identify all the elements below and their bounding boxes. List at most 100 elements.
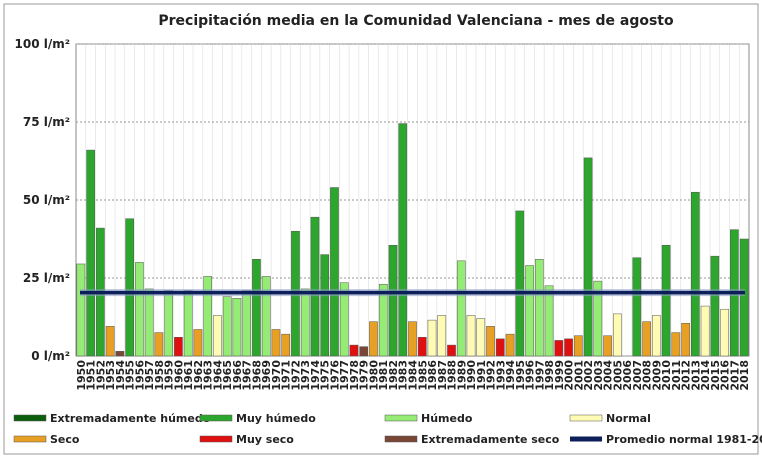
bar bbox=[417, 337, 427, 357]
legend-swatch bbox=[384, 414, 418, 422]
legend-label: Normal bbox=[606, 412, 651, 425]
x-tick-label: 2007 bbox=[631, 360, 644, 391]
bar bbox=[554, 340, 564, 357]
x-tick-label: 1983 bbox=[397, 360, 410, 391]
x-tick-label: 1975 bbox=[319, 360, 332, 391]
bar bbox=[700, 305, 710, 357]
legend-swatch bbox=[13, 414, 47, 422]
x-tick-label: 1993 bbox=[494, 360, 507, 391]
x-tick-label: 1987 bbox=[436, 360, 449, 391]
x-tick-label: 1995 bbox=[514, 360, 527, 391]
x-tick-label: 1950 bbox=[75, 360, 88, 391]
bar bbox=[213, 315, 222, 357]
bar bbox=[661, 244, 671, 357]
bar bbox=[105, 326, 115, 357]
x-tick-label: 1951 bbox=[85, 360, 98, 391]
bar bbox=[271, 329, 281, 357]
x-tick-label: 1984 bbox=[407, 360, 420, 391]
x-tick-label: 1980 bbox=[367, 360, 380, 391]
bar bbox=[739, 238, 749, 357]
x-tick-label: 1962 bbox=[192, 360, 205, 391]
bar bbox=[388, 244, 398, 357]
x-tick-label: 1959 bbox=[163, 360, 176, 391]
x-tick-label: 1956 bbox=[133, 360, 146, 391]
bar bbox=[154, 332, 164, 357]
bar bbox=[300, 288, 310, 357]
x-tick-label: 1998 bbox=[543, 360, 556, 391]
bar bbox=[339, 282, 349, 357]
bar bbox=[466, 315, 476, 357]
x-tick-label: 1992 bbox=[485, 360, 498, 391]
x-tick-label: 2003 bbox=[592, 360, 605, 391]
x-tick-label: 2002 bbox=[582, 360, 595, 391]
bar bbox=[349, 344, 359, 357]
x-tick-label: 1968 bbox=[250, 360, 263, 391]
legend-label: Muy húmedo bbox=[236, 412, 316, 425]
bar bbox=[564, 338, 573, 357]
x-tick-label: 1985 bbox=[416, 360, 429, 391]
legend-swatch bbox=[384, 435, 418, 443]
bar bbox=[652, 315, 661, 357]
x-tick-label: 2013 bbox=[689, 360, 702, 391]
legend-swatch bbox=[199, 414, 233, 422]
x-tick-label: 2010 bbox=[660, 360, 673, 391]
x-tick-label: 1964 bbox=[211, 360, 224, 391]
bar bbox=[632, 257, 642, 357]
x-tick-label: 1969 bbox=[260, 360, 273, 391]
legend-label: Promedio normal 1981-2010 bbox=[606, 433, 762, 446]
bar bbox=[203, 276, 213, 357]
x-tick-label: 1978 bbox=[348, 360, 361, 391]
x-tick-label: 1952 bbox=[94, 360, 107, 391]
x-tick-label: 1981 bbox=[377, 360, 390, 391]
x-tick-label: 1991 bbox=[475, 360, 488, 391]
x-tick-label: 1957 bbox=[143, 360, 156, 391]
legend-swatch bbox=[13, 435, 47, 443]
bar bbox=[583, 157, 593, 357]
bar bbox=[573, 335, 583, 357]
bar bbox=[135, 262, 144, 357]
bar bbox=[242, 290, 252, 357]
bar bbox=[671, 332, 681, 357]
bar bbox=[525, 265, 534, 357]
bar bbox=[476, 318, 486, 357]
bar bbox=[603, 335, 612, 357]
bar bbox=[681, 322, 690, 357]
bar bbox=[612, 313, 622, 357]
bar bbox=[593, 280, 603, 357]
x-tick-label: 1986 bbox=[426, 360, 439, 391]
legend-swatch bbox=[199, 435, 233, 443]
legend-swatch bbox=[570, 436, 602, 442]
bar bbox=[544, 285, 554, 357]
x-tick-label: 2014 bbox=[699, 360, 712, 391]
legend-swatch bbox=[569, 414, 603, 422]
legend-label: Muy seco bbox=[236, 433, 294, 446]
x-tick-label: 1989 bbox=[455, 360, 468, 391]
x-tick-label: 1966 bbox=[231, 360, 244, 391]
x-tick-label: 1963 bbox=[202, 360, 215, 391]
x-tick-label: 1999 bbox=[553, 360, 566, 391]
legend-label: Extremadamente seco bbox=[421, 433, 560, 446]
x-tick-label: 1996 bbox=[524, 360, 537, 391]
bar bbox=[691, 191, 700, 357]
y-tick-label: 75 l/m² bbox=[23, 115, 70, 129]
y-tick-label: 100 l/m² bbox=[15, 37, 70, 51]
x-tick-label: 1988 bbox=[446, 360, 459, 391]
x-tick-label: 1953 bbox=[104, 360, 117, 391]
bar bbox=[310, 216, 320, 357]
bar bbox=[330, 187, 339, 357]
x-tick-label: 1955 bbox=[124, 360, 137, 391]
legend-label: Seco bbox=[50, 433, 80, 446]
x-tick-label: 1958 bbox=[153, 360, 166, 391]
bar bbox=[183, 290, 193, 357]
y-tick-label: 25 l/m² bbox=[23, 271, 70, 285]
x-tick-label: 1977 bbox=[338, 360, 351, 391]
bar bbox=[486, 326, 495, 357]
x-tick-label: 1961 bbox=[182, 360, 195, 391]
bar bbox=[427, 319, 437, 357]
bar bbox=[378, 283, 388, 357]
y-tick-label: 50 l/m² bbox=[23, 193, 70, 207]
bar bbox=[456, 260, 466, 357]
x-tick-label: 1954 bbox=[114, 360, 127, 391]
bar bbox=[320, 254, 330, 357]
